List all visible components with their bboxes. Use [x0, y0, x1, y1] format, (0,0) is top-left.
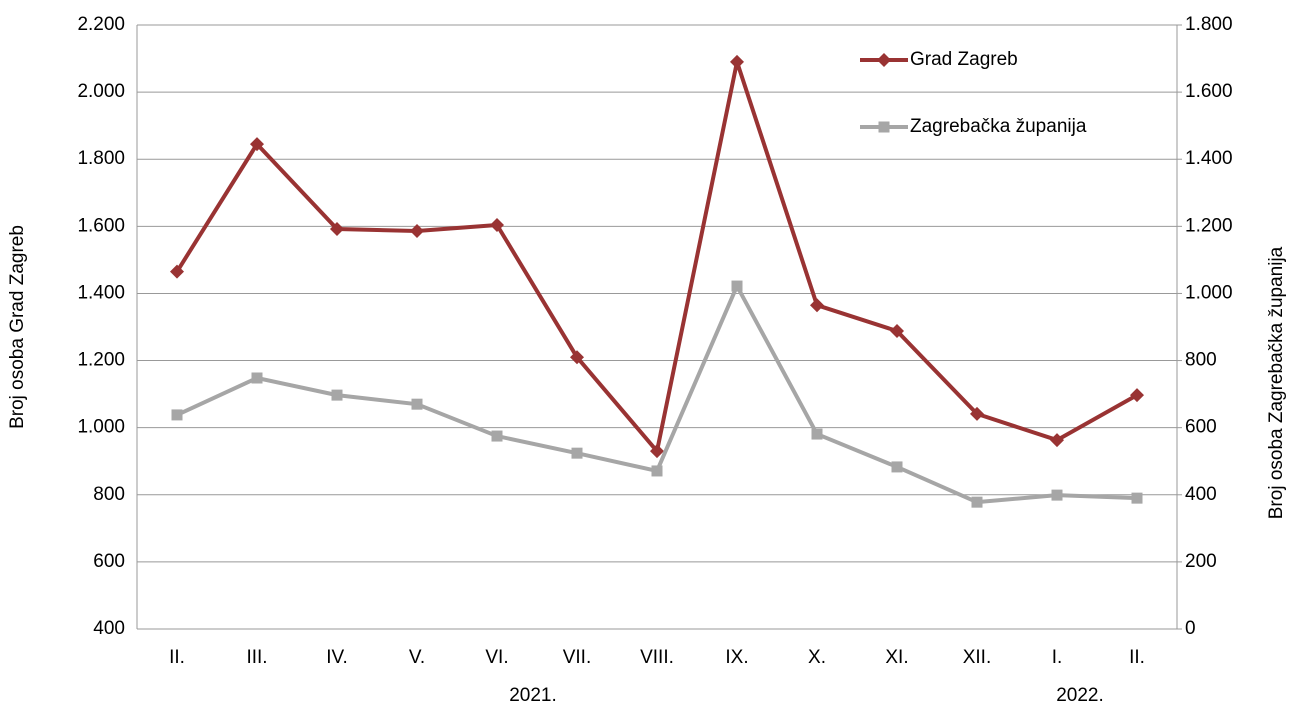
marker [1050, 433, 1064, 448]
year-label: 2022. [1056, 685, 1104, 706]
marker [877, 53, 891, 67]
marker [650, 444, 664, 459]
x-tick-label: IV. [326, 647, 348, 668]
y2-tick-label: 1.800 [1185, 14, 1233, 35]
y-axis-label: Broj osoba Grad Zagreb [7, 225, 28, 429]
y2-tick-label: 600 [1185, 417, 1217, 438]
marker [970, 406, 984, 421]
x-tick-label: VIII. [640, 647, 674, 668]
x-tick-label: XI. [885, 647, 908, 668]
marker [811, 428, 823, 440]
marker [171, 409, 183, 421]
marker [731, 280, 743, 292]
marker [891, 461, 903, 473]
y2-tick-label: 800 [1185, 350, 1217, 371]
marker [330, 222, 344, 237]
y2-tick-label: 1.000 [1185, 282, 1233, 303]
marker [730, 54, 744, 69]
y2-tick-label: 0 [1185, 618, 1196, 639]
y2-axis-label: Broj osoba Zagrebačka županija [1266, 246, 1287, 519]
y-tick-label: 800 [93, 484, 125, 505]
marker [570, 350, 584, 365]
marker [1131, 492, 1143, 504]
legend-label: Zagrebačka županija [910, 116, 1087, 137]
marker [250, 137, 264, 152]
marker [170, 264, 184, 279]
y-tick-label: 400 [93, 618, 125, 639]
marker [411, 398, 423, 410]
x-tick-label: X. [808, 647, 826, 668]
x-tick-label: V. [409, 647, 425, 668]
marker [1051, 489, 1063, 501]
x-tick-label: VI. [485, 647, 508, 668]
y-tick-label: 2.000 [77, 81, 125, 102]
y2-tick-label: 400 [1185, 484, 1217, 505]
marker [878, 121, 890, 133]
marker [410, 224, 424, 239]
marker [971, 496, 983, 508]
legend-label: Grad Zagreb [910, 49, 1018, 70]
marker [491, 430, 503, 442]
y-tick-label: 1.400 [77, 282, 125, 303]
marker [490, 217, 504, 232]
y-tick-label: 1.800 [77, 148, 125, 169]
y-tick-label: 1.600 [77, 215, 125, 236]
x-tick-label: II. [1129, 647, 1145, 668]
marker [251, 372, 263, 384]
marker [810, 298, 824, 313]
x-tick-label: XII. [963, 647, 992, 668]
y2-tick-label: 1.200 [1185, 215, 1233, 236]
x-tick-label: VII. [563, 647, 592, 668]
x-tick-label: I. [1052, 647, 1063, 668]
y-tick-label: 2.200 [77, 14, 125, 35]
marker [651, 465, 663, 477]
marker [571, 447, 583, 459]
x-tick-label: IX. [725, 647, 748, 668]
y-tick-label: 1.200 [77, 350, 125, 371]
x-tick-label: II. [169, 647, 185, 668]
y2-tick-label: 200 [1185, 551, 1217, 572]
marker [331, 389, 343, 401]
marker [890, 324, 904, 339]
x-tick-label: III. [246, 647, 267, 668]
y2-tick-label: 1.400 [1185, 148, 1233, 169]
marker [1130, 388, 1144, 403]
y-tick-label: 600 [93, 551, 125, 572]
y2-tick-label: 1.600 [1185, 81, 1233, 102]
y-tick-label: 1.000 [77, 417, 125, 438]
year-label: 2021. [509, 685, 557, 706]
